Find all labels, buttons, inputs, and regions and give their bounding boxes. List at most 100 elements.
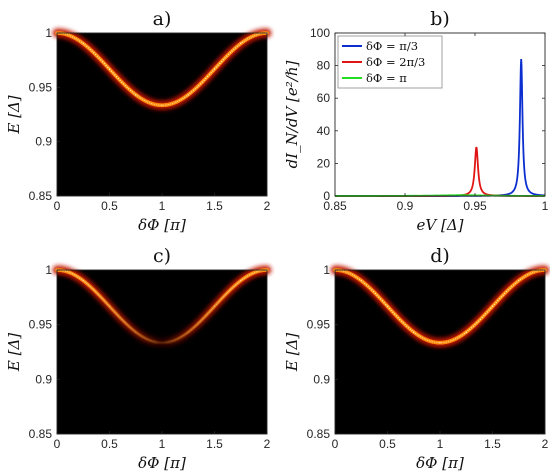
panel-title: c) <box>153 245 171 267</box>
band-mid-seg <box>146 337 152 343</box>
data-point <box>213 68 216 70</box>
band-mid-seg <box>121 319 128 325</box>
band-mid-seg <box>128 325 135 332</box>
y-tick-label: 0.95 <box>29 318 53 332</box>
x-tick-label: 1 <box>542 199 549 213</box>
band-core-seg <box>220 296 224 300</box>
x-tick-label: 0.5 <box>101 199 118 213</box>
band-mid-seg <box>123 321 129 327</box>
band-core-seg <box>138 333 142 337</box>
band-core-seg <box>149 339 153 342</box>
band-mid-seg <box>112 310 119 316</box>
band-core-seg <box>96 292 100 296</box>
legend-label: δΦ = 2π/3 <box>366 55 425 69</box>
band-core-seg <box>184 332 188 336</box>
band-mid-seg <box>109 306 115 312</box>
band-core-seg <box>143 337 147 340</box>
band-core-seg <box>119 316 123 321</box>
band-mid-seg <box>105 302 112 309</box>
band-mid-seg <box>114 312 121 318</box>
band-mid-seg <box>126 324 133 330</box>
band-core-seg <box>191 327 195 330</box>
band-mid-seg <box>147 338 154 343</box>
band-mid-seg <box>198 317 205 323</box>
band-core-seg <box>126 323 130 327</box>
band-core-seg <box>187 330 191 333</box>
band-core-seg <box>219 298 223 302</box>
band-core-seg <box>150 340 154 343</box>
band-core-seg <box>217 300 221 304</box>
data-point <box>360 279 363 282</box>
band-mid-seg <box>216 298 222 305</box>
plot-area <box>335 270 545 434</box>
band-mid-seg <box>217 296 224 303</box>
y-tick-label: 0 <box>323 189 330 203</box>
legend-box <box>337 35 443 89</box>
x-tick-label: 2 <box>542 437 549 451</box>
band-core-seg <box>189 328 193 332</box>
data-point <box>82 42 85 45</box>
legend-label: δΦ = π/3 <box>366 39 418 53</box>
band-mid-seg <box>175 336 182 341</box>
band-core-seg <box>101 298 105 302</box>
band-core-seg <box>135 331 139 335</box>
plot-area <box>57 33 267 196</box>
data-point <box>108 305 111 307</box>
band-core-seg <box>210 307 214 311</box>
band-mid-seg <box>132 328 138 334</box>
y-tick-label: 60 <box>317 91 331 105</box>
data-point <box>134 94 137 96</box>
band-mid-seg <box>219 295 226 301</box>
data-point <box>439 341 441 344</box>
y-tick-label: 100 <box>310 26 330 40</box>
data-point <box>108 68 111 70</box>
band-mid-seg <box>170 338 177 343</box>
band-core-seg <box>199 318 203 322</box>
band-core-seg <box>105 301 109 306</box>
band-core-seg <box>178 336 182 339</box>
x-tick-label: 1.5 <box>206 437 223 451</box>
band-mid-seg <box>93 289 100 296</box>
band-mid-seg <box>177 335 184 340</box>
band-mid-seg <box>179 333 185 339</box>
band-mid-seg <box>200 315 206 322</box>
x-tick-label: 0.5 <box>101 437 118 451</box>
band-core-seg <box>213 303 217 308</box>
band-core-seg <box>100 296 104 300</box>
data-point <box>239 279 242 282</box>
band-core-seg <box>129 327 133 330</box>
y-axis-label: E [Δ] <box>283 333 301 372</box>
band-core-seg <box>108 305 112 309</box>
band-mid-seg <box>168 339 175 344</box>
band-core-seg <box>140 335 144 338</box>
band-core-seg <box>201 316 205 321</box>
panel-title: d) <box>430 245 450 267</box>
x-tick-label: 1.5 <box>484 437 501 451</box>
x-tick-label: 1 <box>437 437 444 451</box>
band-core-seg <box>177 337 181 340</box>
band-mid-seg <box>135 331 142 337</box>
y-axis-label: E [Δ] <box>5 333 23 372</box>
legend-label: δΦ = π <box>366 71 407 85</box>
band-mid-seg <box>139 333 145 339</box>
band-core-seg <box>206 311 210 315</box>
x-axis-label: δΦ [π] <box>416 454 464 472</box>
band-core-seg <box>198 320 202 324</box>
y-tick-label: 0.9 <box>35 372 52 386</box>
data-point <box>213 305 216 307</box>
band-mid-seg <box>97 293 103 299</box>
band-mid-seg <box>181 332 187 338</box>
band-mid-seg <box>125 322 131 328</box>
y-tick-label: 0.85 <box>29 189 53 203</box>
data-point <box>187 94 190 96</box>
x-tick-label: 2 <box>264 437 271 451</box>
y-tick-label: 0.85 <box>307 427 331 441</box>
band-core-seg <box>147 338 151 341</box>
band-core-seg <box>142 336 146 339</box>
band-mid-seg <box>95 291 101 297</box>
band-mid-seg <box>182 331 189 337</box>
band-core-seg <box>121 318 125 322</box>
band-mid-seg <box>104 300 110 307</box>
data-point <box>239 42 242 45</box>
